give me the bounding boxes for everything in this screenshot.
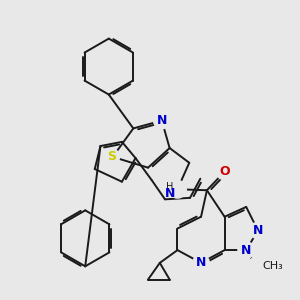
Circle shape [216,163,233,180]
Text: N: N [165,187,175,200]
Text: N: N [196,256,206,269]
Circle shape [250,222,266,239]
Text: H: H [167,182,174,192]
Text: N: N [241,244,251,256]
Circle shape [154,112,170,129]
Text: N: N [253,224,263,237]
Circle shape [248,258,264,274]
Text: S: S [107,150,116,164]
Circle shape [169,180,186,198]
Circle shape [103,148,119,165]
Text: N: N [157,114,167,127]
Circle shape [193,255,209,271]
Text: CH₃: CH₃ [262,261,283,271]
Circle shape [238,242,254,258]
Text: O: O [219,165,230,178]
